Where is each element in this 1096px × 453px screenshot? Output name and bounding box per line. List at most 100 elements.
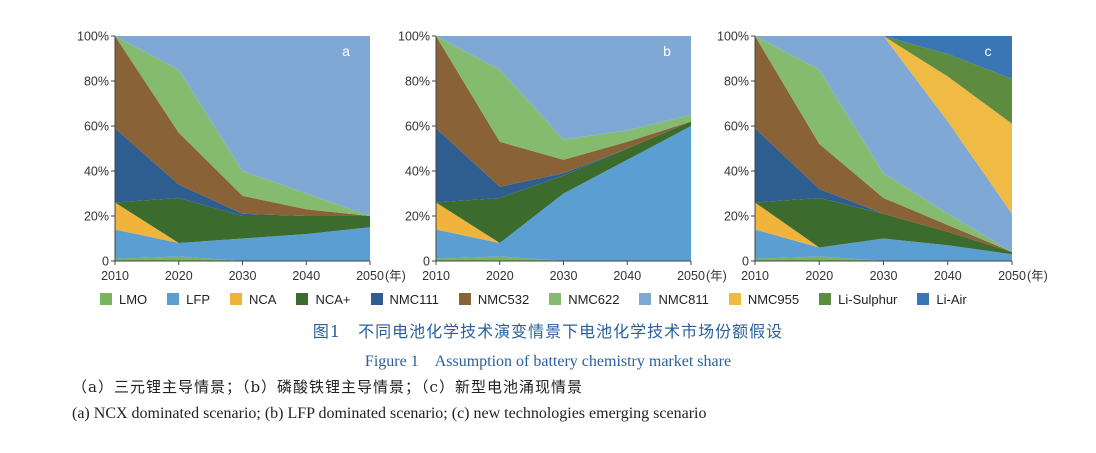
- area-b-nmc811: [436, 36, 691, 140]
- x-tick-label: 2010: [422, 269, 450, 283]
- area-c-nmc955: [755, 36, 1012, 214]
- legend-label: LFP: [186, 291, 211, 307]
- area-a-nmc622: [115, 36, 370, 216]
- chart-panel-a: 0 20% 40% 60% 80% 100% 2010 2020 2030 2040 2050 (年)…: [77, 30, 406, 284]
- legend-item-lfp: LFP: [167, 289, 210, 309]
- legend-item-nmc811: NMC811: [639, 289, 709, 309]
- y-tick-label: 20%: [724, 210, 749, 224]
- y-tick-label: 0: [742, 255, 749, 269]
- area-c-nca-: [755, 198, 1012, 255]
- x-unit-label: (年): [706, 269, 727, 283]
- legend-label: NMC811: [658, 291, 709, 307]
- legend-item-nca-: NCA+: [296, 289, 351, 309]
- y-tick-label: 0: [102, 255, 109, 269]
- area-b-nmc532: [436, 36, 691, 187]
- x-tick-label: 2050: [677, 269, 705, 283]
- legend-swatch: [296, 293, 309, 305]
- area-b-nmc111: [436, 121, 691, 203]
- legend-swatch: [167, 293, 180, 305]
- y-tick-label: 40%: [724, 165, 749, 179]
- x-tick-label: 2030: [870, 269, 898, 283]
- legend-label: LMO: [119, 291, 148, 307]
- x-tick-label: 2020: [805, 269, 833, 283]
- legend-swatch: [549, 293, 562, 305]
- x-tick-label: 2010: [101, 269, 129, 283]
- legend-item-lmo: LMO: [100, 289, 147, 309]
- y-tick-label: 0: [423, 255, 430, 269]
- area-b-nmc622: [436, 36, 691, 160]
- legend-item-li-air: Li-Air: [917, 289, 967, 309]
- panel-label: c: [985, 43, 992, 59]
- y-tick-label: 40%: [84, 165, 109, 179]
- legend-swatch: [728, 293, 741, 305]
- area-a-nmc811: [115, 36, 370, 216]
- legend: LMO LFP NCA NCA+ NMC111 NMC532 NMC622 NMC811 NMC…: [100, 289, 1060, 309]
- y-tick-label: 80%: [724, 75, 749, 89]
- y-tick-label: 80%: [84, 75, 109, 89]
- y-tick-label: 100%: [717, 30, 749, 44]
- y-tick-label: 80%: [405, 75, 430, 89]
- area-a-nmc111: [115, 128, 370, 216]
- figure-caption-english: Figure 1 Assumption of battery chemistry…: [364, 353, 732, 370]
- area-c-lmo: [755, 256, 1012, 261]
- legend-swatch: [100, 293, 112, 305]
- y-tick-label: 100%: [77, 30, 109, 44]
- x-tick-label: 2040: [613, 269, 641, 283]
- chart-panel-c: 0 20% 40% 60% 80% 100% 2010 2020 2030 2040 2050 (年)…: [717, 30, 1048, 284]
- area-a-nca-: [115, 198, 370, 243]
- legend-swatch: [639, 293, 652, 305]
- legend-swatch: [819, 293, 832, 305]
- scenario-note-english: (a) NCX dominated scenario; (b) LFP domi…: [72, 405, 707, 422]
- area-c-nmc532: [755, 36, 1012, 252]
- area-b-nca-: [436, 121, 691, 243]
- legend-swatch: [458, 293, 471, 305]
- x-tick-label: 2020: [165, 269, 193, 283]
- legend-swatch: [917, 293, 930, 305]
- area-c-lfp: [755, 229, 1012, 261]
- area-c-li-air: [755, 36, 1012, 79]
- y-tick-label: 100%: [398, 30, 430, 44]
- area-c-nmc622: [755, 36, 1012, 252]
- legend-label: NCA+: [315, 291, 351, 307]
- area-a-lmo: [115, 256, 370, 261]
- legend-item-nmc111: NMC111: [370, 289, 439, 309]
- legend-label: Li-Sulphur: [838, 291, 898, 307]
- legend-item-nca: NCA: [230, 289, 276, 309]
- y-tick-label: 20%: [405, 210, 430, 224]
- legend-item-nmc532: NMC532: [458, 289, 530, 309]
- legend-label: NMC955: [747, 291, 800, 307]
- area-b-lmo: [436, 256, 691, 261]
- x-unit-label: (年): [385, 269, 406, 283]
- y-tick-label: 60%: [84, 120, 109, 134]
- x-tick-label: 2040: [934, 269, 962, 283]
- x-tick-label: 2040: [292, 269, 320, 283]
- legend-label: NMC532: [477, 291, 530, 307]
- y-tick-label: 40%: [405, 165, 430, 179]
- legend-item-nmc622: NMC622: [549, 289, 619, 309]
- area-c-li-sulphur: [755, 36, 1012, 124]
- panel-label: a: [342, 43, 350, 59]
- legend-label: Li-Air: [936, 291, 967, 307]
- area-a-lfp: [115, 227, 370, 261]
- figure-caption-chinese: 图1 不同电池化学技术演变情景下电池化学技术市场份额假设: [312, 322, 784, 341]
- legend-label: NMC622: [568, 291, 620, 307]
- x-tick-label: 2030: [229, 269, 257, 283]
- scenario-note-chinese: （a）三元锂主导情景；（b）磷酸铁锂主导情景；（c）新型电池涌现情景: [72, 378, 583, 396]
- x-tick-label: 2050: [356, 269, 384, 283]
- area-c-nmc811: [755, 36, 1012, 252]
- legend-item-nmc955: NMC955: [728, 289, 800, 309]
- legend-label: NMC111: [389, 291, 439, 307]
- x-tick-label: 2050: [998, 269, 1026, 283]
- legend-swatch: [230, 293, 243, 305]
- x-tick-label: 2030: [550, 269, 578, 283]
- y-tick-label: 60%: [724, 120, 749, 134]
- x-unit-label: (年): [1027, 269, 1048, 283]
- panel-label: b: [663, 43, 671, 59]
- area-b-nca: [436, 126, 691, 243]
- charts-area: 020%40%60%80%100%2010 2020 2030 2040 2050 (年)…: [77, 30, 1048, 284]
- legend-item-li-sulphur: Li-Sulphur: [819, 289, 897, 309]
- x-tick-label: 2010: [741, 269, 769, 283]
- x-tick-label: 2020: [486, 269, 514, 283]
- legend-label: NCA: [249, 291, 277, 307]
- legend-swatch: [370, 293, 383, 305]
